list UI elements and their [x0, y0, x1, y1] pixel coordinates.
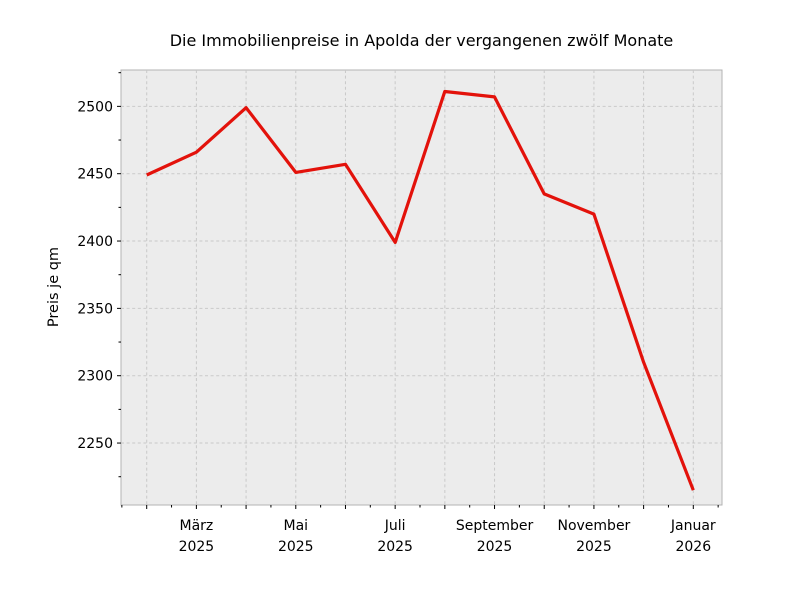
gridlines	[121, 70, 722, 505]
x-tick-year: 2025	[179, 539, 215, 555]
y-tick-label: 2450	[77, 167, 113, 183]
x-tick-month: Mai	[283, 518, 308, 534]
x-tick-labels: März 2025 Mai 2025 Juli 2025 September 2025 Nove…	[179, 518, 716, 555]
price-line	[146, 89, 695, 491]
y-tick-label: 2350	[77, 301, 113, 317]
y-axis-label: Preis je qm	[46, 246, 62, 328]
y-tick-labels: 2250 2300 2350 2400 2450 2500	[77, 99, 113, 452]
x-tick-year: 2025	[377, 539, 413, 555]
x-tick-year: 2025	[278, 539, 314, 555]
axis-ticks	[117, 72, 719, 509]
y-tick-label: 2400	[77, 234, 113, 250]
chart-title: Die Immobilienpreise in Apolda der verga…	[169, 31, 674, 50]
x-tick-month: März	[180, 518, 214, 534]
plot-background	[120, 69, 723, 506]
x-tick-month: Januar	[670, 518, 716, 534]
x-tick-month: November	[557, 518, 630, 534]
x-tick-year: 2025	[576, 539, 612, 555]
y-tick-label: 2250	[77, 436, 113, 452]
x-tick-month: September	[456, 518, 534, 534]
x-tick-month: Juli	[384, 518, 406, 534]
x-tick-year: 2026	[675, 539, 711, 555]
y-tick-label: 2500	[77, 99, 113, 115]
y-tick-label: 2300	[77, 369, 113, 385]
x-tick-year: 2025	[477, 539, 513, 555]
